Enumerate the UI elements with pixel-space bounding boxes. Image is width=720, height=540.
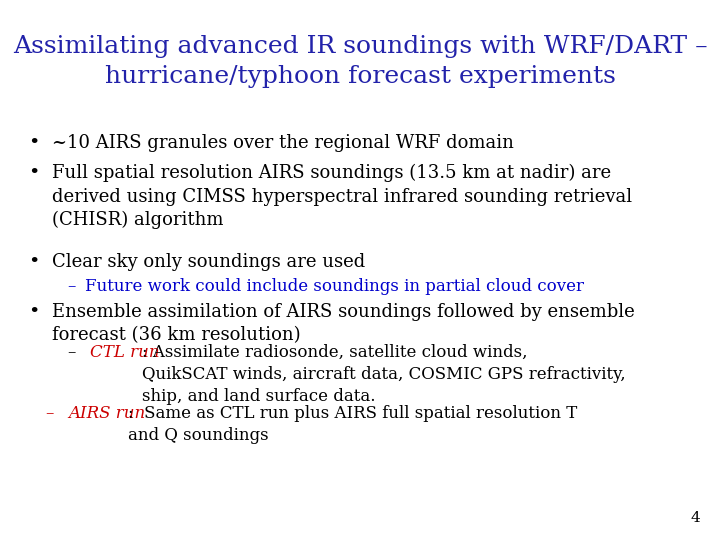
Text: CTL run: CTL run bbox=[90, 344, 160, 361]
Text: 4: 4 bbox=[690, 511, 700, 525]
Text: •: • bbox=[28, 134, 40, 152]
Text: ~10 AIRS granules over the regional WRF domain: ~10 AIRS granules over the regional WRF … bbox=[52, 134, 514, 152]
Text: Assimilating advanced IR soundings with WRF/DART –
hurricane/typhoon forecast ex: Assimilating advanced IR soundings with … bbox=[13, 35, 707, 88]
Text: : Assimilate radiosonde, satellite cloud winds,
QuikSCAT winds, aircraft data, C: : Assimilate radiosonde, satellite cloud… bbox=[142, 344, 626, 405]
Text: Clear sky only soundings are used: Clear sky only soundings are used bbox=[52, 253, 365, 271]
Text: :  Same as CTL run plus AIRS full spatial resolution T
and Q soundings: : Same as CTL run plus AIRS full spatial… bbox=[128, 405, 577, 444]
Text: Future work could include soundings in partial cloud cover: Future work could include soundings in p… bbox=[85, 278, 584, 295]
Text: Ensemble assimilation of AIRS soundings followed by ensemble
forecast (36 km res: Ensemble assimilation of AIRS soundings … bbox=[52, 303, 635, 345]
Text: Full spatial resolution AIRS soundings (13.5 km at nadir) are
derived using CIMS: Full spatial resolution AIRS soundings (… bbox=[52, 164, 632, 230]
Text: •: • bbox=[28, 253, 40, 271]
Text: AIRS run: AIRS run bbox=[68, 405, 145, 422]
Text: –: – bbox=[67, 278, 76, 295]
Text: •: • bbox=[28, 164, 40, 182]
Text: –: – bbox=[45, 405, 53, 422]
Text: •: • bbox=[28, 303, 40, 321]
Text: –: – bbox=[67, 344, 76, 361]
